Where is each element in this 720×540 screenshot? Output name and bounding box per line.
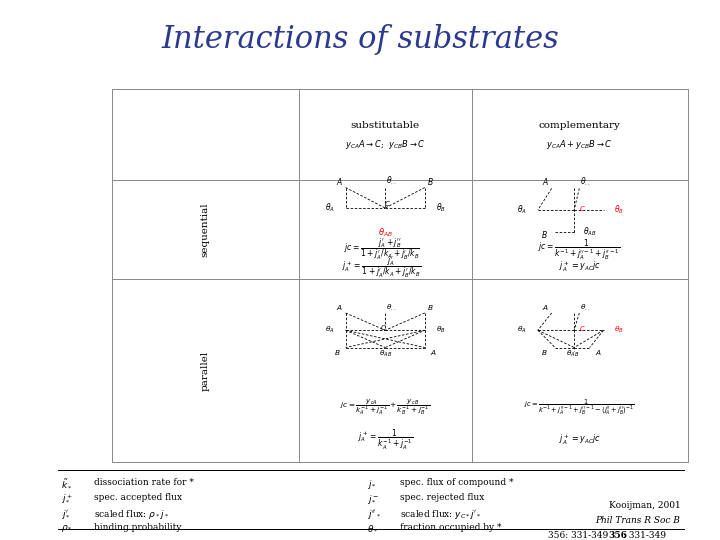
Text: Kooijman, 2001: Kooijman, 2001 (608, 501, 680, 510)
Text: $C$: $C$ (580, 324, 586, 333)
Bar (112, 89, 688, 462)
Text: $jc = \dfrac{j^{\prime}_{A}+j^{\prime\prime}_{B}}{1+j^{\prime}_{A}/k_A+j^{\prime: $jc = \dfrac{j^{\prime}_{A}+j^{\prime\pr… (343, 237, 420, 262)
Text: $\rho_*$: $\rho_*$ (61, 523, 73, 534)
Text: $j_*^+$: $j_*^+$ (61, 493, 73, 506)
Text: $C$: $C$ (379, 322, 387, 332)
Text: $j_A^+ = \dfrac{1}{k_A^{-1}+j_A^{-1}}$: $j_A^+ = \dfrac{1}{k_A^{-1}+j_A^{-1}}$ (358, 428, 413, 452)
Text: $jc = \dfrac{1}{k^{-1}+j^{\prime\prime-1}_{A}+j^{\prime\prime-1}_{B}-(j^{\prime\: $jc = \dfrac{1}{k^{-1}+j^{\prime\prime-1… (524, 397, 635, 417)
Text: $\theta_*$: $\theta_*$ (367, 523, 379, 533)
Text: sequential: sequential (201, 202, 210, 257)
Text: $j_A^+ = \dfrac{j^{\prime}_{A}}{1+j^{\prime}_{A}/k_A+j^{\prime}_{B}/k_B}$: $j_A^+ = \dfrac{j^{\prime}_{A}}{1+j^{\pr… (342, 254, 421, 280)
Text: $B$: $B$ (427, 303, 434, 312)
Text: 356: 331-349: 356: 331-349 (548, 531, 608, 540)
Text: $jc = \dfrac{y_{cA}}{k_A^{-1}+j_A^{-1}} + \dfrac{y_{cB}}{k_B^{-1}+j_B^{-1}}$: $jc = \dfrac{y_{cA}}{k_A^{-1}+j_A^{-1}} … (340, 397, 431, 417)
Text: $\theta_A$: $\theta_A$ (517, 325, 527, 335)
Text: $A$: $A$ (542, 177, 549, 187)
Text: $C$: $C$ (384, 199, 391, 208)
Text: $\theta_{AB}$: $\theta_{AB}$ (379, 349, 392, 359)
Text: $B$: $B$ (541, 348, 548, 357)
Text: Phil Trans R Soc B: Phil Trans R Soc B (595, 516, 680, 525)
Text: Interactions of substrates: Interactions of substrates (161, 24, 559, 55)
Text: $A$: $A$ (542, 303, 549, 312)
Text: $jc = \dfrac{1}{k^{-1}+j^{\prime\prime-1}_{A}+j^{\prime\prime-1}_{B}}$: $jc = \dfrac{1}{k^{-1}+j^{\prime\prime-1… (539, 238, 621, 262)
Text: $j_A^+ = y_{AC}jc$: $j_A^+ = y_{AC}jc$ (559, 260, 600, 274)
Text: $y_{CA}A + y_{CB}B \rightarrow C$: $y_{CA}A + y_{CB}B \rightarrow C$ (546, 138, 613, 151)
Text: $\theta_{AB}$: $\theta_{AB}$ (378, 227, 392, 239)
Text: spec. rejected flux: spec. rejected flux (400, 493, 484, 502)
Text: $B$: $B$ (541, 229, 548, 240)
Text: $\theta_A$: $\theta_A$ (325, 202, 335, 214)
Text: $j''_*$: $j''_*$ (367, 508, 382, 521)
Text: dissociation rate for *: dissociation rate for * (94, 478, 194, 487)
Text: $\theta_A$: $\theta_A$ (517, 204, 527, 216)
Text: $\theta_B$: $\theta_B$ (614, 325, 624, 335)
Text: $A$: $A$ (336, 303, 343, 312)
Text: $B$: $B$ (333, 348, 341, 357)
Text: $A$: $A$ (336, 176, 343, 186)
Text: $j_*$: $j_*$ (367, 478, 377, 491)
Text: $y_{CA}A \rightarrow C$;  $y_{CB}B \rightarrow C$: $y_{CA}A \rightarrow C$; $y_{CB}B \right… (345, 138, 426, 151)
Text: complementary: complementary (539, 120, 621, 130)
Text: $j_*^-$: $j_*^-$ (367, 493, 379, 505)
Text: $\tilde{k}_*$: $\tilde{k}_*$ (61, 478, 73, 490)
Text: $\theta_B$: $\theta_B$ (614, 204, 624, 216)
Text: $j_*'$: $j_*'$ (61, 508, 71, 521)
Text: 356: 356 (608, 531, 627, 540)
Text: $\theta_{..}$: $\theta_{..}$ (580, 302, 590, 313)
Text: $j_A^+ = y_{AC}jc$: $j_A^+ = y_{AC}jc$ (559, 433, 600, 447)
Text: $\theta_{..}$: $\theta_{..}$ (580, 176, 590, 188)
Text: $\theta_B$: $\theta_B$ (436, 202, 446, 214)
Text: scaled flux: $\rho_* j_*$: scaled flux: $\rho_* j_*$ (94, 508, 168, 521)
Text: $B$: $B$ (427, 176, 434, 186)
Text: parallel: parallel (201, 350, 210, 390)
Text: $\theta_{AB}$: $\theta_{AB}$ (566, 349, 580, 359)
Text: : 331-349: : 331-349 (623, 531, 666, 540)
Text: binding probability: binding probability (94, 523, 181, 532)
Text: $\theta_A$: $\theta_A$ (325, 325, 335, 335)
Text: $C$: $C$ (580, 204, 586, 213)
Text: $\theta_{..}$: $\theta_{..}$ (386, 302, 396, 313)
Text: $\theta_B$: $\theta_B$ (436, 325, 446, 335)
Text: scaled flux: $y_{C*}j'_*$: scaled flux: $y_{C*}j'_*$ (400, 508, 482, 521)
Text: spec. accepted flux: spec. accepted flux (94, 493, 181, 502)
Text: $\theta_{..}$: $\theta_{..}$ (386, 175, 396, 187)
Text: substitutable: substitutable (351, 120, 420, 130)
Text: $\theta_{AB}$: $\theta_{AB}$ (583, 225, 597, 238)
Text: $A$: $A$ (430, 348, 437, 357)
Text: $A$: $A$ (595, 348, 602, 357)
Text: fraction occupied by *: fraction occupied by * (400, 523, 501, 532)
Text: spec. flux of compound *: spec. flux of compound * (400, 478, 513, 487)
